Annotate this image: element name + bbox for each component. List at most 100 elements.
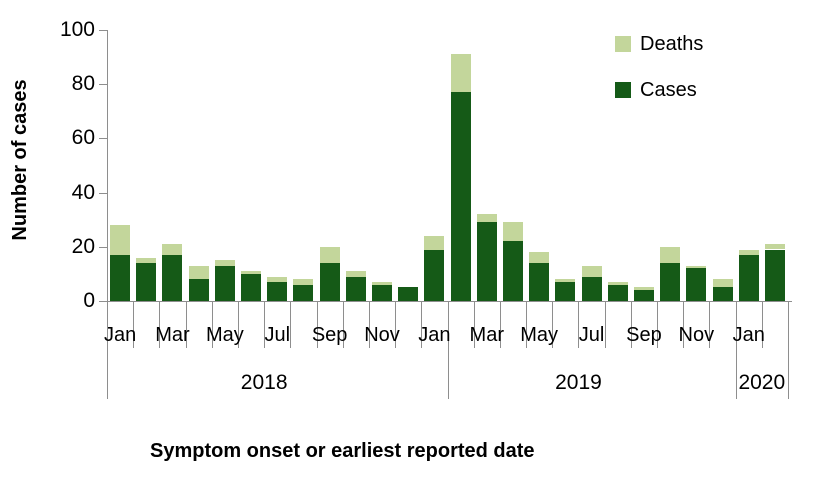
bar-cases-jan-2019	[424, 249, 445, 301]
month-tick-line	[395, 301, 397, 348]
y-axis-tick-label: 60	[71, 126, 95, 150]
legend-item-deaths: Deaths	[615, 33, 703, 55]
x-axis-line	[99, 301, 792, 302]
bar-deaths-jan-2019	[424, 235, 445, 250]
bar-cases-jun-2019	[555, 282, 576, 301]
bar-cases-sep-2019	[633, 290, 654, 301]
legend: Deaths Cases	[615, 33, 703, 125]
y-axis-tick	[99, 84, 107, 86]
bar-cases-aug-2019	[607, 284, 628, 301]
month-label-jul-2018: Jul	[264, 324, 291, 346]
month-tick-line	[709, 301, 711, 348]
bar-deaths-sep-2019	[633, 287, 654, 291]
legend-label-cases: Cases	[640, 79, 697, 101]
month-label-mar-2019: Mar	[469, 324, 504, 346]
month-label-jan-2020: Jan	[732, 324, 765, 346]
bar-deaths-jul-2019	[581, 265, 602, 277]
month-label-may-2018: May	[205, 324, 244, 346]
cases-color-swatch	[615, 82, 631, 98]
bar-deaths-feb-2020	[764, 244, 785, 250]
bar-deaths-jun-2019	[555, 279, 576, 283]
y-axis-tick-label: 0	[83, 289, 95, 312]
month-tick-line	[237, 301, 239, 348]
month-tick-line	[342, 301, 344, 348]
bar-deaths-aug-2019	[607, 282, 628, 285]
bar-cases-oct-2018	[345, 276, 366, 301]
y-axis-tick	[99, 192, 107, 194]
month-label-may-2019: May	[520, 324, 559, 346]
y-axis-tick-label: 80	[71, 72, 95, 96]
bar-cases-nov-2018	[372, 284, 393, 301]
month-label-mar-2018: Mar	[155, 324, 190, 346]
bar-deaths-nov-2019	[686, 265, 707, 269]
bar-cases-oct-2019	[660, 263, 681, 301]
year-label-2018: 2018	[240, 371, 288, 394]
year-divider-line	[735, 301, 737, 399]
bar-cases-feb-2018	[136, 263, 157, 301]
bar-cases-jan-2020	[738, 254, 759, 301]
bar-deaths-nov-2018	[372, 282, 393, 285]
month-label-sep-2018: Sep	[311, 324, 348, 346]
month-tick-line	[159, 301, 161, 348]
month-label-sep-2019: Sep	[626, 324, 662, 346]
month-label-jul-2019: Jul	[578, 324, 605, 346]
bar-deaths-may-2019	[529, 252, 550, 264]
month-tick-line	[368, 301, 370, 348]
month-tick-line	[499, 301, 501, 348]
bar-cases-mar-2018	[162, 254, 183, 301]
bar-deaths-apr-2019	[502, 222, 523, 242]
bar-deaths-mar-2019	[476, 214, 497, 223]
y-axis-tick-label: 40	[71, 180, 95, 204]
bar-deaths-oct-2019	[660, 246, 681, 264]
bar-cases-apr-2019	[502, 241, 523, 301]
month-label-nov-2019: Nov	[678, 324, 715, 346]
bar-cases-jul-2018	[267, 282, 288, 301]
bar-deaths-jul-2018	[267, 276, 288, 283]
bar-cases-jun-2018	[241, 273, 262, 301]
bar-cases-jul-2019	[581, 276, 602, 301]
y-axis-tick	[99, 246, 107, 248]
bar-cases-feb-2020	[764, 249, 785, 301]
month-tick-line	[578, 301, 580, 348]
bar-cases-may-2019	[529, 263, 550, 301]
y-axis-line	[107, 30, 108, 302]
month-tick-line	[290, 301, 292, 348]
bar-cases-nov-2019	[686, 268, 707, 301]
bar-deaths-may-2018	[214, 260, 235, 266]
year-divider-line	[107, 301, 108, 399]
y-axis-tick	[99, 138, 107, 140]
month-tick-line	[683, 301, 685, 348]
bar-cases-dec-2019	[712, 287, 733, 301]
month-label-jan-2019: Jan	[418, 324, 451, 346]
bar-deaths-dec-2019	[712, 279, 733, 288]
bar-deaths-mar-2018	[162, 244, 183, 255]
bar-deaths-feb-2018	[136, 257, 157, 264]
y-axis-tick	[99, 301, 107, 302]
month-tick-line	[526, 301, 528, 348]
y-axis-tick	[99, 30, 107, 31]
month-tick-line	[264, 301, 266, 348]
month-tick-line	[185, 301, 187, 348]
month-tick-line	[421, 301, 423, 348]
bar-cases-feb-2019	[450, 92, 471, 301]
bar-cases-aug-2018	[293, 284, 314, 301]
bar-cases-sep-2018	[319, 263, 340, 301]
month-tick-line	[316, 301, 318, 348]
bar-cases-may-2018	[214, 265, 235, 301]
bar-cases-mar-2019	[476, 222, 497, 301]
month-tick-line	[473, 301, 475, 348]
month-tick-line	[761, 301, 763, 348]
bar-deaths-jun-2018	[241, 271, 262, 274]
month-tick-line	[657, 301, 659, 348]
legend-item-cases: Cases	[615, 79, 703, 101]
bar-cases-apr-2018	[188, 279, 209, 301]
y-axis-tick-label: 100	[59, 18, 95, 41]
bar-deaths-apr-2018	[188, 265, 209, 280]
year-divider-line	[447, 301, 449, 399]
bar-deaths-oct-2018	[345, 271, 366, 277]
month-label-jan-2018: Jan	[103, 324, 137, 346]
bar-deaths-sep-2018	[319, 246, 340, 264]
bar-deaths-jan-2020	[738, 249, 759, 255]
